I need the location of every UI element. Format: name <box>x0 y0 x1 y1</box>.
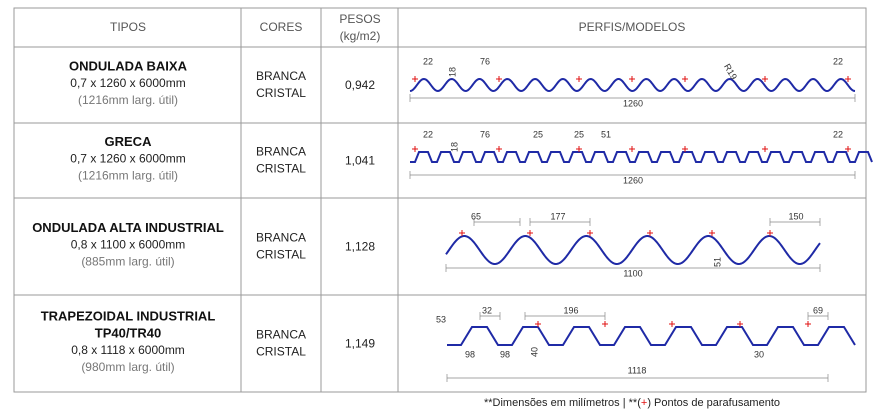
type-useful: (980mm larg. útil) <box>81 360 174 374</box>
footer-end: ) Pontos de parafusamento <box>647 397 780 409</box>
profile <box>410 151 873 163</box>
header-pesos: PESOS <box>339 12 380 26</box>
dimension-label: 196 <box>563 305 578 315</box>
type-size: 0,7 x 1260 x 6000mm <box>70 152 185 166</box>
dimension-label: 53 <box>436 314 446 324</box>
dimension-label: 98 <box>500 349 510 359</box>
profile <box>445 235 821 266</box>
color: BRANCA <box>256 328 306 342</box>
dimension-label: 1260 <box>623 98 643 108</box>
color: CRISTAL <box>256 248 306 262</box>
type-useful: (1216mm larg. útil) <box>78 169 178 183</box>
type-name: ONDULADA BAIXA <box>69 58 188 73</box>
type-name: ONDULADA ALTA INDUSTRIAL <box>32 220 224 235</box>
weight: 0,942 <box>345 78 375 92</box>
footer-plus: + <box>641 397 647 409</box>
dimension-label: 18 <box>447 67 457 77</box>
dimension-label: 22 <box>833 129 843 139</box>
dimension-label: 22 <box>423 56 433 66</box>
type-size: 0,7 x 1260 x 6000mm <box>70 76 185 90</box>
dimension-label: 51 <box>712 257 722 267</box>
type-useful: (885mm larg. útil) <box>81 255 174 269</box>
table-border <box>13 7 867 393</box>
dimension-label: 69 <box>813 305 823 315</box>
header-cores: CORES <box>260 20 303 34</box>
header-tipos: TIPOS <box>110 20 146 34</box>
dimension-label: 1260 <box>623 175 643 185</box>
profile <box>409 77 856 93</box>
color: BRANCA <box>256 145 306 159</box>
dimension-label: 76 <box>480 129 490 139</box>
type-name: TP40/TR40 <box>95 325 161 340</box>
dimension-label: 22 <box>833 56 843 66</box>
dimension-label: 25 <box>574 129 584 139</box>
dimension-label: R19 <box>722 62 739 81</box>
footer-text: **Dimensões em milímetros | **( <box>484 397 641 409</box>
color: CRISTAL <box>256 86 306 100</box>
footer-note: **Dimensões em milímetros | **(+) Pontos… <box>484 397 780 409</box>
type-name: TRAPEZOIDAL INDUSTRIAL <box>41 308 216 323</box>
color: CRISTAL <box>256 162 306 176</box>
type-name: GRECA <box>105 134 153 149</box>
weight: 1,041 <box>345 154 375 168</box>
weight: 1,128 <box>345 240 375 254</box>
weight: 1,149 <box>345 337 375 351</box>
dimension-label: 30 <box>754 349 764 359</box>
type-size: 0,8 x 1100 x 6000mm <box>71 238 186 252</box>
dimension-label: 150 <box>788 211 803 221</box>
profile <box>447 326 856 346</box>
dimension-label: 40 <box>529 347 539 357</box>
dimension-label: 25 <box>533 129 543 139</box>
type-size: 0,8 x 1118 x 6000mm <box>71 343 185 357</box>
dimension-label: 32 <box>482 305 492 315</box>
dimension-label: 177 <box>550 211 565 221</box>
color: BRANCA <box>256 231 306 245</box>
color: CRISTAL <box>256 345 306 359</box>
dimension-label: 22 <box>423 129 433 139</box>
dimension-label: 65 <box>471 211 481 221</box>
color: BRANCA <box>256 69 306 83</box>
dimension-label: 18 <box>449 142 459 152</box>
header-perfis: PERFIS/MODELOS <box>579 20 686 34</box>
dimension-label: 1100 <box>623 268 642 278</box>
type-useful: (1216mm larg. útil) <box>78 93 178 107</box>
dimension-label: 76 <box>480 56 490 66</box>
dimension-label: 98 <box>465 349 475 359</box>
dimension-label: 51 <box>601 129 611 139</box>
dimension-label: 1118 <box>628 365 647 375</box>
header-pesos-unit: (kg/m2) <box>340 29 381 43</box>
